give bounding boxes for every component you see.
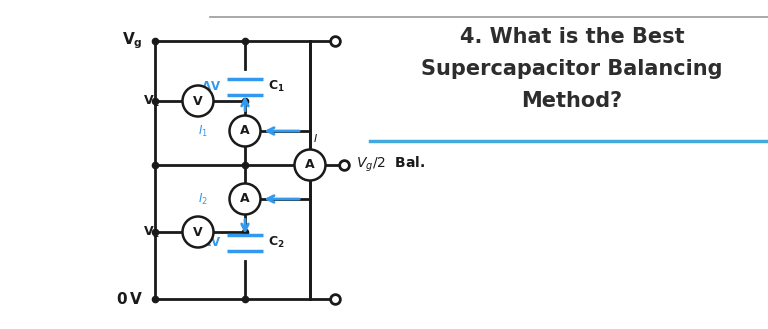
Text: $I$: $I$ xyxy=(313,132,318,143)
Text: $\mathbf{0\,V}$: $\mathbf{0\,V}$ xyxy=(116,291,143,307)
Text: $V_g/2$  Bal.: $V_g/2$ Bal. xyxy=(356,154,425,174)
Text: V: V xyxy=(194,94,203,108)
Circle shape xyxy=(230,115,260,146)
Text: $\mathbf{-\Delta V}$: $\mathbf{-\Delta V}$ xyxy=(192,80,222,92)
Text: A: A xyxy=(240,124,250,138)
Circle shape xyxy=(183,216,214,247)
Text: $\mathbf{+\Delta V}$: $\mathbf{+\Delta V}$ xyxy=(192,236,222,248)
Text: $\mathbf{V_2}$: $\mathbf{V_2}$ xyxy=(144,224,161,240)
Circle shape xyxy=(183,86,214,116)
Text: $I_2$: $I_2$ xyxy=(197,191,207,207)
Text: 4. What is the Best: 4. What is the Best xyxy=(460,27,684,47)
Text: Supercapacitor Balancing: Supercapacitor Balancing xyxy=(422,59,723,79)
Text: $\mathbf{V_1}$: $\mathbf{V_1}$ xyxy=(143,93,161,109)
Text: V: V xyxy=(194,225,203,239)
Text: $I_1$: $I_1$ xyxy=(197,123,207,139)
Text: $\mathbf{V_g}$: $\mathbf{V_g}$ xyxy=(122,31,143,51)
Text: $\mathbf{C_1}$: $\mathbf{C_1}$ xyxy=(268,78,285,93)
Circle shape xyxy=(230,184,260,215)
Circle shape xyxy=(294,149,326,181)
Text: A: A xyxy=(305,159,315,171)
Text: Method?: Method? xyxy=(521,91,623,111)
Text: A: A xyxy=(240,192,250,206)
Text: $\mathbf{C_2}$: $\mathbf{C_2}$ xyxy=(268,235,285,250)
